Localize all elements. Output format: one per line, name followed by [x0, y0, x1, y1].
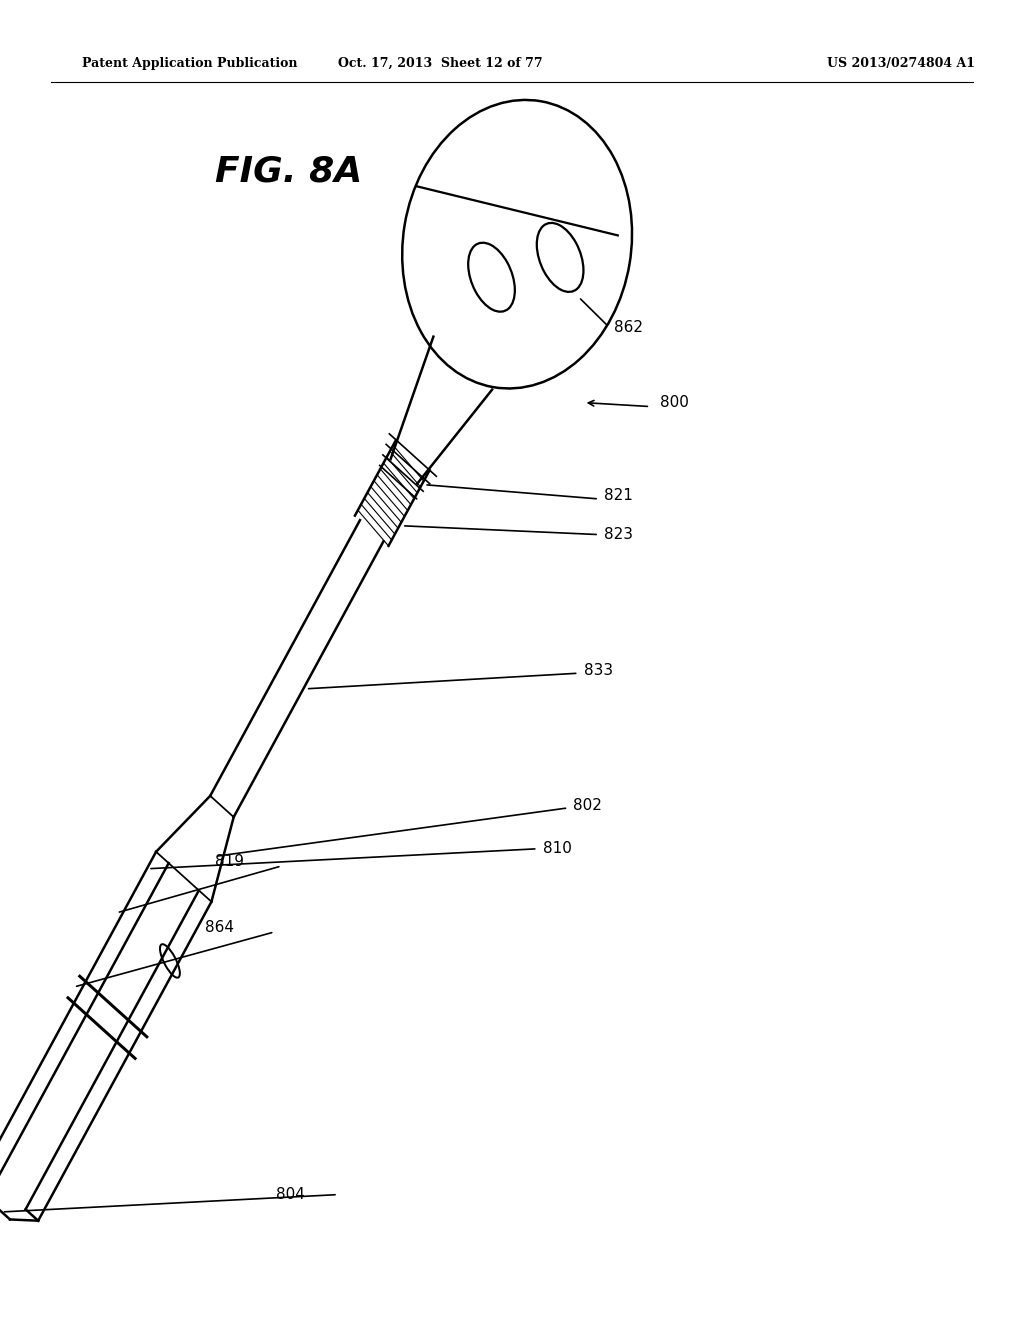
Text: 804: 804 [276, 1187, 305, 1203]
Text: 800: 800 [660, 395, 689, 411]
Text: 864: 864 [205, 920, 233, 936]
Text: 862: 862 [614, 319, 643, 335]
Text: Patent Application Publication: Patent Application Publication [82, 57, 297, 70]
Text: 802: 802 [573, 797, 602, 813]
Text: FIG. 8A: FIG. 8A [215, 154, 362, 189]
Text: 810: 810 [543, 841, 571, 857]
Text: 823: 823 [604, 527, 633, 543]
Text: US 2013/0274804 A1: US 2013/0274804 A1 [827, 57, 975, 70]
Text: 819: 819 [215, 854, 244, 870]
Text: 821: 821 [604, 487, 633, 503]
Text: Oct. 17, 2013  Sheet 12 of 77: Oct. 17, 2013 Sheet 12 of 77 [338, 57, 543, 70]
Text: 833: 833 [584, 663, 612, 678]
